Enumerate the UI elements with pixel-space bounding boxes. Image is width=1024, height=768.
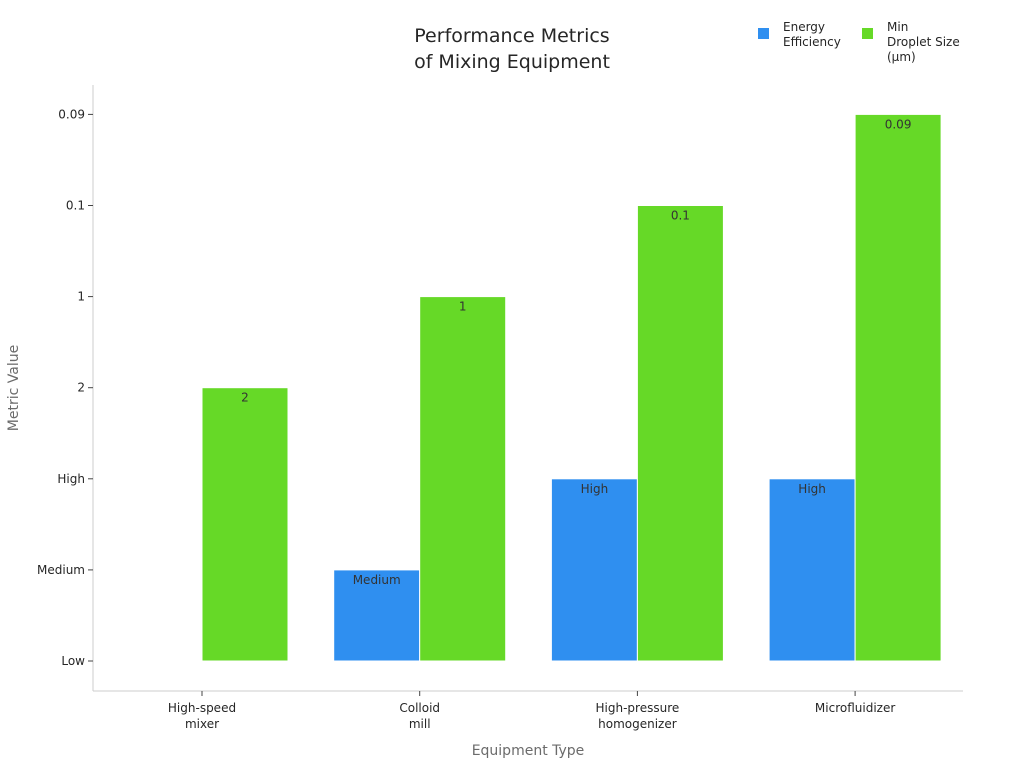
y-tick-label: 1 <box>77 290 85 304</box>
legend-swatch <box>758 28 769 39</box>
y-tick-label: 0.09 <box>58 107 85 121</box>
x-tick-label: High-pressure <box>596 701 680 715</box>
data-label: 2 <box>241 391 249 405</box>
bar <box>768 478 856 662</box>
y-tick-label: High <box>57 472 85 486</box>
x-ticks: High-speed mixer Colloid mill High-pressure h… <box>168 691 895 731</box>
data-label: High <box>581 482 609 496</box>
bar <box>550 478 638 662</box>
data-label: 0.09 <box>885 117 912 131</box>
y-tick-label: Medium <box>37 563 85 577</box>
x-tick-label: High-speed <box>168 701 236 715</box>
data-label: 1 <box>459 300 467 314</box>
legend-label: Efficiency <box>783 35 841 49</box>
legend-label: Droplet Size <box>887 35 960 49</box>
data-label: 0.1 <box>671 209 690 223</box>
chart-title-line: Performance Metrics <box>414 25 609 47</box>
x-tick-label: Colloid <box>399 701 440 715</box>
y-ticks: Low Medium High 2 1 0.1 0.09 <box>37 107 93 668</box>
x-axis-label: Equipment Type <box>472 743 585 759</box>
chart-title: Performance Metrics of Mixing Equipment <box>414 25 610 73</box>
legend-label: Energy <box>783 20 825 34</box>
bar <box>636 205 724 662</box>
bars <box>201 113 942 662</box>
legend-label: (μm) <box>887 50 916 64</box>
legend-swatch <box>862 28 873 39</box>
bar <box>854 113 942 662</box>
legend-label: Min <box>887 20 908 34</box>
x-tick-label: homogenizer <box>598 717 677 731</box>
y-tick-label: 0.1 <box>66 199 85 213</box>
bar <box>333 569 421 662</box>
x-tick-label: Microfluidizer <box>815 701 895 715</box>
data-label: High <box>798 482 826 496</box>
bar <box>201 387 289 662</box>
y-tick-label: 2 <box>77 381 85 395</box>
y-axis-label: Metric Value <box>6 345 22 431</box>
y-tick-label: Low <box>61 654 85 668</box>
x-tick-label: mixer <box>185 717 219 731</box>
data-labels: Medium High High 2 1 0.1 0.09 <box>241 117 911 587</box>
data-label: Medium <box>353 573 401 587</box>
x-tick-label: mill <box>409 717 431 731</box>
chart-title-line: of Mixing Equipment <box>414 51 610 73</box>
bar <box>419 296 507 662</box>
